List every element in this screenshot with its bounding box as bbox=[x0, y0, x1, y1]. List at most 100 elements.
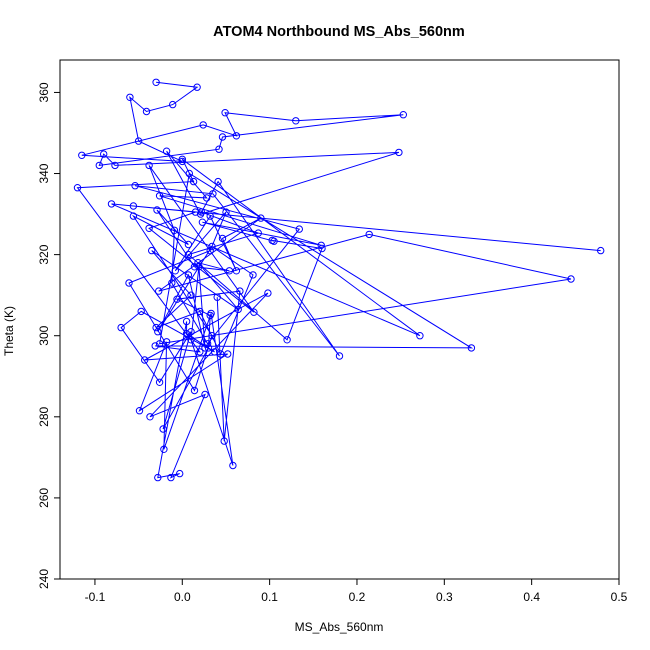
x-tick-label: 0.0 bbox=[174, 590, 191, 604]
y-tick-label: 320 bbox=[37, 244, 51, 264]
data-point bbox=[95, 161, 104, 170]
data-point bbox=[107, 200, 116, 208]
data-point bbox=[168, 279, 176, 287]
data-point bbox=[196, 348, 204, 356]
data-point bbox=[295, 225, 303, 233]
data-point bbox=[292, 117, 300, 125]
data-point bbox=[218, 133, 227, 141]
data-point bbox=[184, 250, 193, 259]
data-point bbox=[152, 323, 160, 332]
data-point bbox=[145, 161, 153, 170]
x-tick-label: 0.1 bbox=[261, 590, 278, 604]
data-point bbox=[318, 244, 326, 253]
data-point bbox=[209, 190, 217, 198]
data-point bbox=[187, 328, 195, 336]
data-point bbox=[232, 267, 241, 275]
data-point bbox=[206, 246, 214, 255]
data-point bbox=[137, 307, 145, 316]
data-point bbox=[567, 275, 575, 283]
data-point bbox=[195, 263, 203, 271]
data-point bbox=[125, 279, 133, 287]
data-point bbox=[129, 202, 138, 210]
data-point bbox=[399, 111, 407, 119]
data-point bbox=[268, 236, 276, 245]
x-tick-label: 0.5 bbox=[611, 590, 628, 604]
data-point bbox=[155, 340, 164, 348]
plot-frame bbox=[59, 59, 620, 580]
data-point bbox=[206, 311, 214, 320]
data-point bbox=[208, 332, 216, 340]
data-point bbox=[189, 177, 198, 186]
data-point bbox=[160, 445, 168, 453]
data-point bbox=[234, 305, 242, 314]
y-tick-label: 360 bbox=[37, 82, 51, 102]
data-point bbox=[201, 390, 209, 399]
data-point bbox=[153, 206, 161, 214]
data-point bbox=[131, 182, 139, 190]
data-point bbox=[222, 208, 230, 216]
y-tick-label: 300 bbox=[37, 325, 51, 345]
data-point bbox=[167, 473, 175, 482]
data-point bbox=[203, 194, 211, 202]
data-point bbox=[184, 271, 193, 279]
data-point bbox=[170, 226, 179, 235]
y-tick-label: 280 bbox=[37, 406, 51, 426]
data-point bbox=[162, 147, 171, 155]
data-point bbox=[190, 386, 199, 395]
data-point bbox=[134, 137, 143, 145]
x-tick-label: -0.1 bbox=[85, 590, 106, 604]
data-point bbox=[182, 317, 191, 326]
data-point bbox=[162, 338, 171, 346]
data-point bbox=[335, 352, 344, 360]
data-point bbox=[148, 246, 156, 255]
data-point bbox=[155, 287, 163, 295]
data-point bbox=[196, 307, 204, 316]
data-point bbox=[173, 295, 181, 303]
data-point bbox=[184, 240, 193, 249]
data-point bbox=[73, 184, 82, 192]
x-tick-label: 0.3 bbox=[436, 590, 453, 604]
data-point bbox=[152, 78, 160, 87]
data-point bbox=[210, 348, 219, 356]
data-point bbox=[365, 230, 373, 239]
data-point bbox=[204, 344, 213, 352]
data-point bbox=[194, 259, 202, 267]
data-point bbox=[111, 161, 119, 170]
data-point bbox=[155, 192, 164, 200]
data-point bbox=[215, 145, 223, 153]
data-point bbox=[135, 407, 144, 415]
data-point bbox=[214, 177, 222, 186]
data-point bbox=[178, 155, 187, 164]
x-tick-label: 0.2 bbox=[349, 590, 366, 604]
data-point bbox=[151, 342, 159, 350]
data-point bbox=[199, 121, 207, 129]
data-point bbox=[283, 336, 291, 344]
data-point bbox=[264, 289, 272, 297]
data-point bbox=[229, 461, 237, 470]
y-axis: 240 260 280 300 320 340 360 bbox=[37, 82, 60, 589]
data-point bbox=[395, 148, 403, 157]
data-point bbox=[117, 323, 125, 332]
data-point bbox=[145, 224, 153, 233]
data-point bbox=[159, 425, 167, 433]
data-point bbox=[187, 291, 195, 299]
data-point bbox=[213, 293, 221, 301]
data-point bbox=[416, 332, 424, 340]
data-point bbox=[182, 330, 191, 338]
data-point bbox=[221, 109, 229, 117]
data-point bbox=[185, 169, 194, 178]
data-point bbox=[171, 267, 180, 275]
data-point bbox=[250, 308, 258, 316]
y-tick-label: 240 bbox=[37, 569, 51, 589]
data-point bbox=[126, 93, 134, 102]
data-point bbox=[176, 469, 184, 478]
data-point bbox=[155, 378, 164, 386]
data-point bbox=[218, 234, 227, 243]
x-axis: -0.1 0.0 0.1 0.2 0.3 0.4 0.5 bbox=[85, 579, 628, 604]
data-point bbox=[142, 107, 151, 116]
data-point bbox=[100, 150, 108, 158]
y-tick-label: 340 bbox=[37, 163, 51, 183]
data-point bbox=[193, 83, 201, 91]
data-point bbox=[225, 267, 234, 275]
